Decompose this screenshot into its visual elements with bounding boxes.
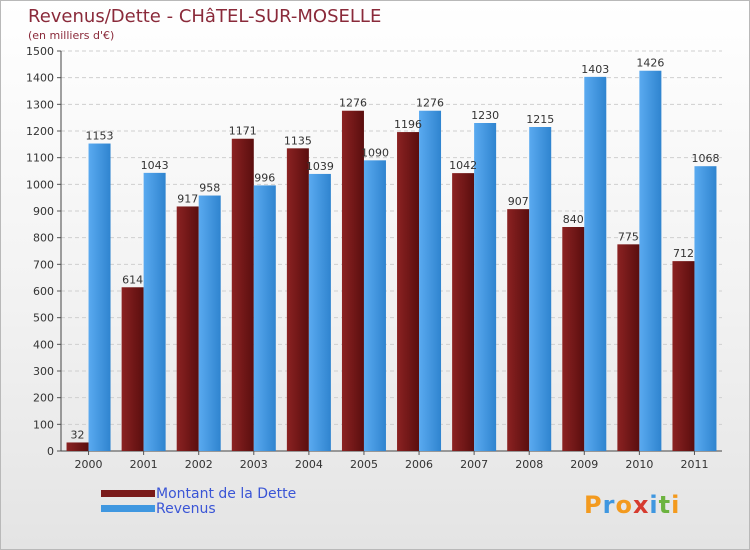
legend-label-dette: Montant de la Dette xyxy=(156,486,297,502)
logo-letter: i xyxy=(671,491,681,519)
data-label-revenus: 996 xyxy=(254,171,275,184)
data-label-dette: 712 xyxy=(673,247,694,260)
y-tick-label: 1200 xyxy=(26,125,54,138)
x-tick-label: 2006 xyxy=(405,458,433,471)
data-label-revenus: 1276 xyxy=(416,97,444,110)
bar-revenus xyxy=(584,76,607,451)
bar-revenus xyxy=(88,143,111,452)
logo-letter: i xyxy=(649,491,659,519)
x-tick-label: 2002 xyxy=(185,458,213,471)
y-tick-label: 1300 xyxy=(26,98,54,111)
bar-revenus xyxy=(253,185,276,451)
bar-dette xyxy=(121,287,144,451)
x-tick-label: 2008 xyxy=(515,458,543,471)
legend-swatch-revenus xyxy=(101,505,155,512)
x-tick-label: 2000 xyxy=(75,458,103,471)
x-tick-label: 2009 xyxy=(570,458,598,471)
x-tick-label: 2011 xyxy=(680,458,708,471)
y-tick-label: 0 xyxy=(47,445,54,458)
bar-revenus xyxy=(529,127,552,451)
x-tick-label: 2007 xyxy=(460,458,488,471)
x-tick-label: 2003 xyxy=(240,458,268,471)
data-label-dette: 1171 xyxy=(229,125,257,138)
data-label-revenus: 958 xyxy=(199,182,220,195)
chart-subtitle: (en milliers d'€) xyxy=(28,29,115,42)
bar-dette xyxy=(452,173,475,451)
x-tick-label: 2001 xyxy=(130,458,158,471)
bar-dette xyxy=(341,110,364,451)
data-label-revenus: 1043 xyxy=(141,159,169,172)
data-label-dette: 907 xyxy=(508,195,529,208)
proxiti-logo: Proxiti xyxy=(584,491,680,519)
bar-revenus xyxy=(143,172,166,451)
data-label-revenus: 1426 xyxy=(636,57,664,70)
data-label-dette: 1135 xyxy=(284,134,312,147)
data-label-revenus: 1230 xyxy=(471,109,499,122)
data-label-dette: 917 xyxy=(177,192,198,205)
bar-revenus xyxy=(198,195,221,451)
legend-label-revenus: Revenus xyxy=(156,501,216,517)
data-label-dette: 840 xyxy=(563,213,584,226)
data-label-revenus: 1090 xyxy=(361,146,389,159)
data-label-dette: 32 xyxy=(71,428,85,441)
logo-letter: x xyxy=(632,491,650,519)
y-tick-label: 200 xyxy=(33,392,54,405)
legend-swatch-dette xyxy=(101,490,155,497)
bar-dette xyxy=(617,244,640,451)
bar-revenus xyxy=(308,173,331,451)
data-label-revenus: 1215 xyxy=(526,113,554,126)
bar-dette xyxy=(562,227,585,451)
bar-dette xyxy=(507,209,530,451)
data-label-revenus: 1153 xyxy=(86,130,114,143)
x-tick-label: 2005 xyxy=(350,458,378,471)
data-label-dette: 1042 xyxy=(449,159,477,172)
bar-revenus xyxy=(474,123,497,451)
y-tick-label: 300 xyxy=(33,365,54,378)
logo-letter: r xyxy=(602,491,616,519)
x-tick-label: 2004 xyxy=(295,458,323,471)
y-tick-label: 900 xyxy=(33,205,54,218)
y-tick-label: 500 xyxy=(33,312,54,325)
y-tick-label: 800 xyxy=(33,232,54,245)
y-tick-label: 600 xyxy=(33,285,54,298)
x-tick-label: 2010 xyxy=(625,458,653,471)
bar-revenus xyxy=(639,70,662,451)
bar-dette xyxy=(286,148,309,452)
logo-letter: P xyxy=(584,491,603,519)
data-label-dette: 614 xyxy=(122,273,143,286)
bar-dette xyxy=(231,138,254,451)
y-tick-label: 400 xyxy=(33,338,54,351)
y-tick-label: 100 xyxy=(33,418,54,431)
y-tick-label: 700 xyxy=(33,258,54,271)
data-label-revenus: 1403 xyxy=(581,63,609,76)
bar-revenus xyxy=(694,166,717,451)
bar-dette xyxy=(672,261,695,451)
data-label-dette: 1276 xyxy=(339,97,367,110)
y-tick-label: 1500 xyxy=(26,45,54,58)
logo-letter: o xyxy=(615,491,633,519)
bar-dette xyxy=(66,442,89,451)
bar-dette xyxy=(397,132,420,452)
bar-revenus xyxy=(419,110,442,451)
y-tick-label: 1000 xyxy=(26,178,54,191)
data-label-revenus: 1068 xyxy=(691,152,719,165)
bar-dette xyxy=(176,206,199,451)
y-tick-label: 1100 xyxy=(26,152,54,165)
y-tick-label: 1400 xyxy=(26,72,54,85)
data-label-dette: 1196 xyxy=(394,118,422,131)
data-label-dette: 775 xyxy=(618,230,639,243)
data-label-revenus: 1039 xyxy=(306,160,334,173)
logo-letter: t xyxy=(658,491,672,519)
bar-revenus xyxy=(363,160,386,452)
chart-title: Revenus/Dette - CHâTEL-SUR-MOSELLE xyxy=(28,6,382,27)
